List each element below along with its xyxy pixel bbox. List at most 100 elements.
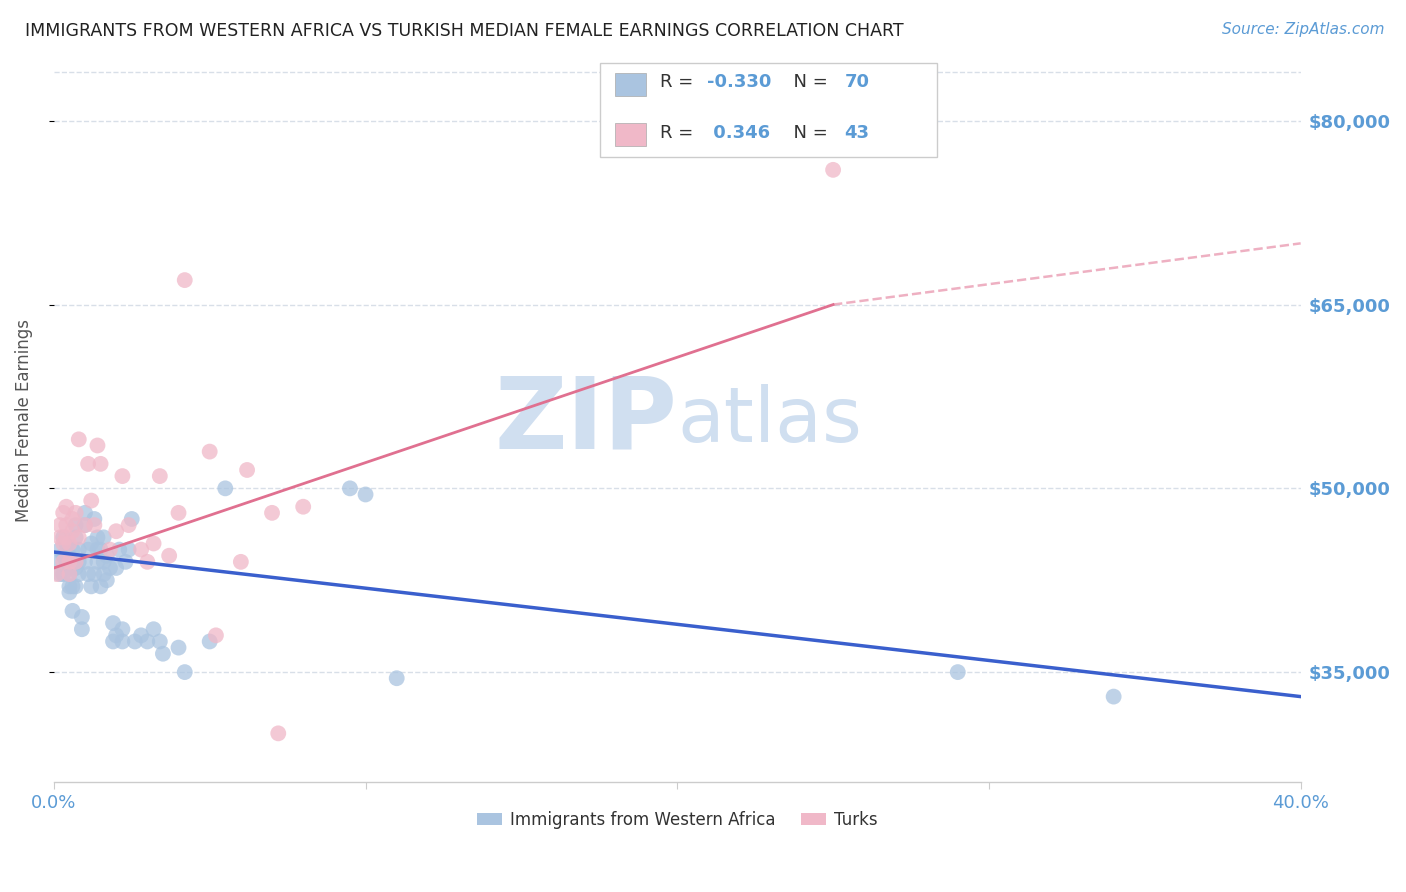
Point: [129, 628, 152, 642]
Text: 0.346: 0.346: [707, 124, 770, 142]
Point: [105, 561, 128, 575]
Point: [58, 549, 80, 563]
Point: [105, 524, 128, 539]
Point: [173, 273, 195, 287]
Point: [111, 469, 134, 483]
Point: [260, 506, 283, 520]
Point: [77, 457, 100, 471]
Point: [73, 506, 96, 520]
Point: [62, 542, 84, 557]
Text: ZIP: ZIP: [495, 373, 678, 469]
Point: [52, 506, 75, 520]
Point: [83, 518, 105, 533]
Point: [49, 542, 72, 557]
Text: IMMIGRANTS FROM WESTERN AFRICA VS TURKISH MEDIAN FEMALE EARNINGS CORRELATION CHA: IMMIGRANTS FROM WESTERN AFRICA VS TURKIS…: [25, 22, 904, 40]
Point: [385, 671, 408, 685]
Point: [80, 493, 103, 508]
Point: [55, 530, 77, 544]
Y-axis label: Median Female Earnings: Median Female Earnings: [15, 319, 32, 523]
Point: [93, 567, 115, 582]
Point: [80, 579, 103, 593]
Point: [157, 549, 180, 563]
Point: [58, 555, 80, 569]
Point: [149, 469, 172, 483]
Point: [55, 555, 77, 569]
Point: [823, 162, 845, 177]
Point: [105, 628, 128, 642]
Point: [83, 567, 105, 582]
Point: [946, 665, 969, 679]
Point: [98, 561, 121, 575]
Point: [117, 518, 139, 533]
Point: [52, 549, 75, 563]
Text: atlas: atlas: [678, 384, 862, 458]
Point: [90, 457, 112, 471]
Point: [46, 555, 69, 569]
Point: [198, 444, 221, 458]
Point: [129, 542, 152, 557]
Point: [136, 555, 159, 569]
Text: Source: ZipAtlas.com: Source: ZipAtlas.com: [1222, 22, 1385, 37]
Bar: [614, 123, 647, 146]
Point: [96, 573, 118, 587]
Point: [93, 555, 115, 569]
Point: [67, 555, 90, 569]
Text: 70: 70: [845, 73, 869, 91]
Text: N =: N =: [782, 124, 834, 142]
Point: [114, 555, 136, 569]
Point: [152, 647, 174, 661]
Point: [46, 567, 69, 582]
Point: [142, 622, 165, 636]
Point: [52, 567, 75, 582]
Point: [86, 542, 108, 557]
Point: [52, 555, 75, 569]
Point: [101, 634, 124, 648]
Point: [58, 585, 80, 599]
Point: [167, 640, 190, 655]
Point: [65, 530, 87, 544]
Point: [292, 500, 315, 514]
Point: [52, 530, 75, 544]
Text: -0.330: -0.330: [707, 73, 772, 91]
Point: [67, 530, 90, 544]
Point: [267, 726, 290, 740]
Point: [58, 567, 80, 582]
Point: [339, 481, 361, 495]
Point: [108, 542, 131, 557]
Point: [49, 518, 72, 533]
Point: [77, 567, 100, 582]
Point: [55, 536, 77, 550]
Point: [236, 463, 259, 477]
Point: [62, 604, 84, 618]
Point: [86, 530, 108, 544]
Point: [354, 487, 377, 501]
Point: [49, 530, 72, 544]
Point: [149, 634, 172, 648]
Point: [58, 579, 80, 593]
Point: [65, 506, 87, 520]
Point: [142, 536, 165, 550]
Point: [65, 518, 87, 533]
Bar: [614, 72, 647, 95]
Point: [67, 542, 90, 557]
Point: [62, 512, 84, 526]
Point: [1102, 690, 1125, 704]
Point: [73, 518, 96, 533]
Point: [55, 500, 77, 514]
Point: [58, 536, 80, 550]
Text: R =: R =: [659, 124, 699, 142]
Point: [55, 518, 77, 533]
Point: [80, 536, 103, 550]
Point: [198, 634, 221, 648]
Point: [173, 665, 195, 679]
Point: [65, 579, 87, 593]
Point: [101, 616, 124, 631]
Text: 43: 43: [845, 124, 869, 142]
Point: [93, 530, 115, 544]
Point: [205, 628, 228, 642]
Point: [67, 433, 90, 447]
Point: [73, 518, 96, 533]
Point: [136, 634, 159, 648]
Point: [229, 555, 252, 569]
Point: [65, 555, 87, 569]
